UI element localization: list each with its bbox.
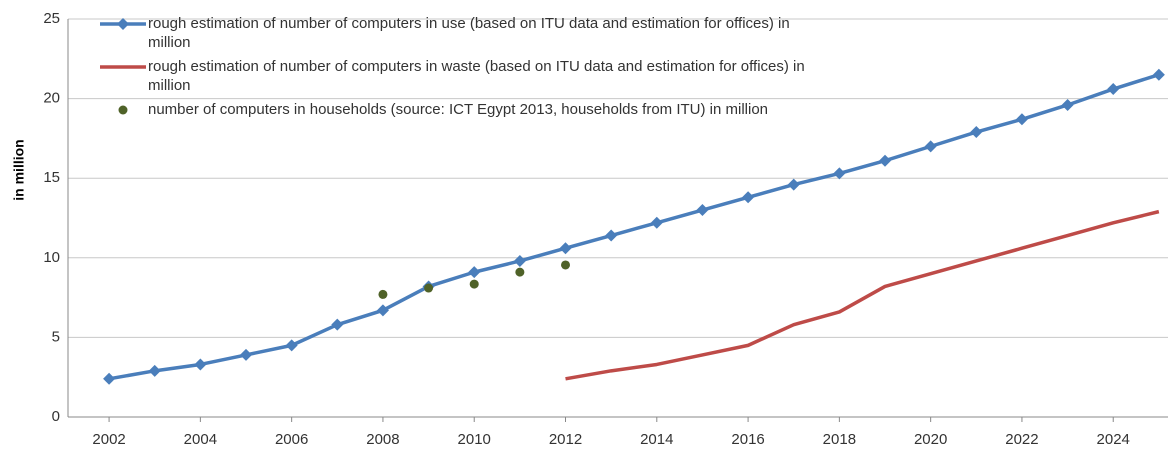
y-tick-label: 0 bbox=[52, 408, 60, 425]
x-tick-label: 2016 bbox=[731, 431, 764, 448]
y-tick-label: 5 bbox=[52, 328, 60, 345]
marker bbox=[285, 339, 298, 352]
marker bbox=[1061, 98, 1074, 111]
line bbox=[108, 73, 1160, 381]
marker bbox=[148, 364, 161, 377]
legend-marker bbox=[118, 105, 128, 115]
marker bbox=[331, 318, 344, 331]
legend: rough estimation of number of computers … bbox=[98, 14, 818, 124]
legend-entry: number of computers in households (sourc… bbox=[98, 100, 818, 119]
marker bbox=[103, 372, 116, 385]
legend-label: rough estimation of number of computers … bbox=[148, 15, 790, 51]
marker bbox=[970, 126, 983, 139]
x-tick-label: 2024 bbox=[1097, 431, 1130, 448]
marker bbox=[240, 348, 253, 361]
marker bbox=[468, 266, 481, 279]
x-tick-label: 2018 bbox=[823, 431, 856, 448]
marker bbox=[879, 154, 892, 167]
legend-swatch bbox=[100, 18, 146, 30]
marker bbox=[833, 167, 846, 180]
y-tick-label: 25 bbox=[43, 10, 60, 27]
legend-entry: rough estimation of number of computers … bbox=[98, 57, 818, 95]
line bbox=[565, 209, 1160, 381]
point bbox=[469, 279, 479, 289]
legend-label: rough estimation of number of computers … bbox=[148, 58, 805, 94]
marker bbox=[1015, 113, 1028, 126]
x-tick-label: 2006 bbox=[275, 431, 308, 448]
y-axis-label: in million bbox=[11, 139, 27, 200]
marker bbox=[376, 304, 389, 317]
marker bbox=[1152, 68, 1165, 81]
x-tick-label: 2010 bbox=[458, 431, 491, 448]
marker bbox=[650, 216, 663, 229]
legend-swatch bbox=[100, 65, 146, 69]
point bbox=[515, 267, 525, 277]
legend-entry: rough estimation of number of computers … bbox=[98, 14, 818, 52]
marker bbox=[559, 242, 572, 255]
legend-swatch bbox=[118, 105, 128, 115]
y-tick-label: 10 bbox=[43, 249, 60, 266]
marker bbox=[194, 358, 207, 371]
y-tick-label: 15 bbox=[43, 169, 60, 186]
legend-marker bbox=[117, 18, 129, 30]
x-tick-label: 2012 bbox=[549, 431, 582, 448]
point bbox=[424, 283, 434, 293]
x-tick-label: 2014 bbox=[640, 431, 673, 448]
x-tick-label: 2020 bbox=[914, 431, 947, 448]
marker bbox=[1107, 83, 1120, 96]
x-tick-label: 2022 bbox=[1005, 431, 1038, 448]
point bbox=[378, 289, 388, 299]
marker bbox=[605, 229, 618, 242]
x-tick-label: 2002 bbox=[92, 431, 125, 448]
marker bbox=[924, 140, 937, 153]
x-tick-label: 2004 bbox=[184, 431, 217, 448]
y-tick-label: 20 bbox=[43, 90, 60, 107]
marker bbox=[696, 204, 709, 217]
x-tick-label: 2008 bbox=[366, 431, 399, 448]
legend-label: number of computers in households (sourc… bbox=[148, 101, 769, 118]
marker bbox=[513, 254, 526, 267]
marker bbox=[742, 191, 755, 204]
marker bbox=[787, 178, 800, 191]
point bbox=[561, 260, 571, 270]
